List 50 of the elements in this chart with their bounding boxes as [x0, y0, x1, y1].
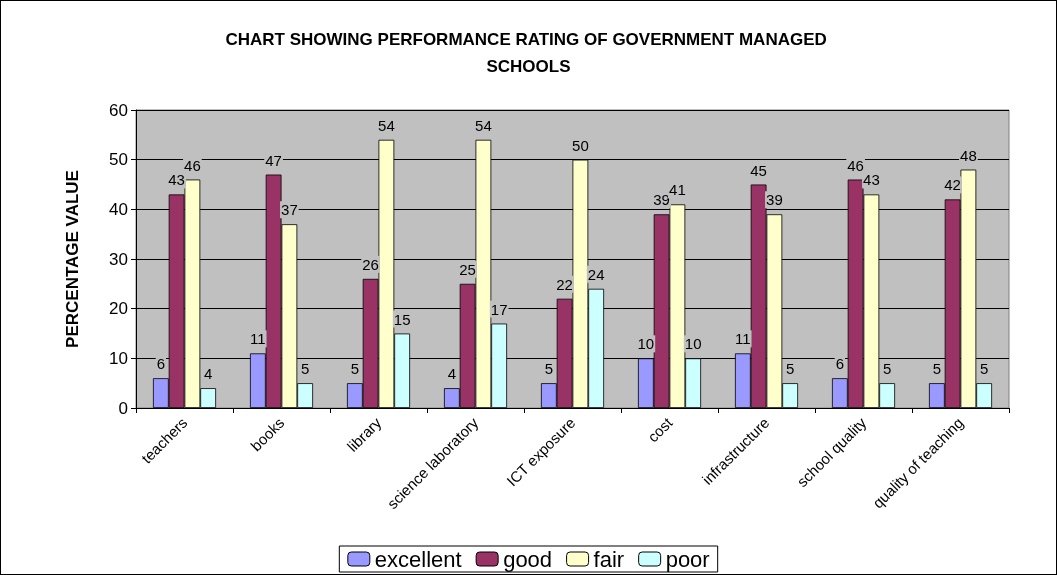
data-label: 5: [785, 360, 795, 378]
x-tick-label: cost: [644, 413, 677, 446]
data-label: 4: [203, 365, 213, 383]
data-label: 42: [944, 176, 961, 194]
data-label: 47: [265, 151, 282, 169]
data-label: 5: [882, 360, 892, 378]
data-label: 48: [960, 146, 977, 164]
data-label: 22: [556, 275, 573, 293]
data-label: 5: [544, 360, 554, 378]
data-label: 54: [475, 116, 492, 134]
y-tick-label: 0: [118, 398, 128, 418]
data-label: 39: [653, 191, 670, 209]
data-label: 4: [447, 365, 457, 383]
data-label: 26: [362, 255, 379, 273]
data-label: 10: [684, 335, 702, 353]
data-label: 37: [281, 201, 298, 219]
y-axis-title: PERCENTAGE VALUE: [63, 170, 82, 348]
data-label: 15: [393, 310, 411, 328]
chart-title: CHART SHOWING PERFORMANCE RATING OF GOVERNMENT MANAGED SCHOOLS: [225, 30, 832, 76]
legend-label: good: [503, 546, 553, 572]
data-label: 43: [863, 171, 880, 189]
data-label: 6: [835, 355, 845, 373]
y-tick-label: 50: [109, 150, 128, 170]
data-label: 17: [490, 300, 508, 318]
data-label: 50: [572, 136, 589, 154]
data-label: 41: [669, 181, 686, 199]
y-tick-label: 40: [109, 199, 128, 219]
data-label: 5: [979, 360, 989, 378]
data-label: 39: [766, 191, 783, 209]
legend-label: excellent: [374, 546, 462, 572]
data-label: 43: [168, 171, 185, 189]
data-label: 11: [735, 330, 751, 348]
data-label: 5: [932, 360, 942, 378]
data-label: 24: [587, 265, 605, 283]
data-label: 45: [750, 161, 767, 179]
legend-label: fair: [593, 546, 625, 572]
data-label: 54: [378, 116, 395, 134]
data-label: 6: [156, 355, 166, 373]
data-label: 46: [184, 156, 201, 174]
y-tick-label: 10: [109, 348, 128, 368]
data-label: 10: [637, 335, 655, 353]
data-label: 5: [300, 360, 310, 378]
data-label: 5: [350, 360, 360, 378]
y-tick-label: 60: [109, 100, 128, 120]
data-label: 11: [250, 330, 266, 348]
legend-label: poor: [665, 546, 710, 572]
data-label: 25: [459, 260, 476, 278]
data-label: 46: [847, 156, 864, 174]
y-tick-label: 30: [109, 249, 128, 269]
y-tick-label: 20: [109, 299, 128, 319]
